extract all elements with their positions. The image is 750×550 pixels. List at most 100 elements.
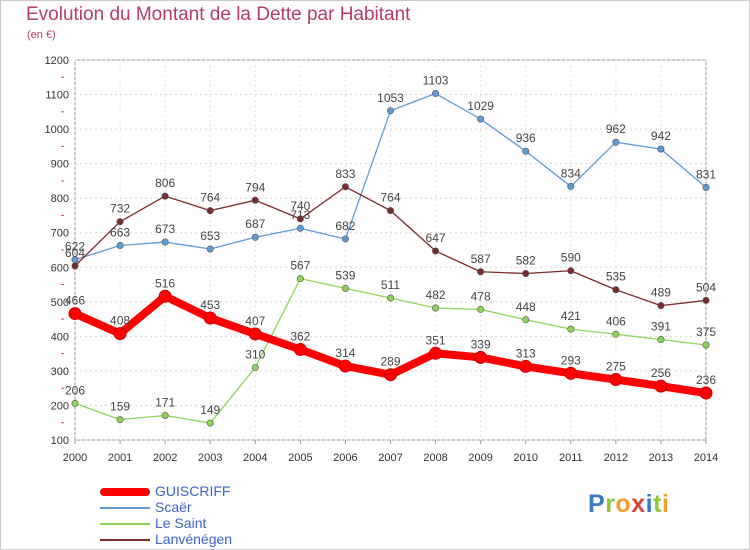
data-point — [432, 304, 440, 312]
logo-letter: i — [645, 490, 654, 518]
y-tick-label: 1100 — [45, 90, 69, 102]
data-label: 406 — [606, 314, 626, 328]
logo-letter: P — [588, 490, 606, 518]
data-label: 289 — [380, 355, 400, 369]
data-label: 673 — [155, 222, 175, 236]
data-label: 567 — [290, 259, 310, 273]
legend-label: Scaër — [155, 499, 192, 515]
x-tick-label: 2000 — [63, 452, 87, 464]
logo-letter: r — [605, 490, 616, 518]
data-point — [612, 330, 620, 338]
data-point — [386, 107, 394, 115]
data-point — [116, 242, 124, 250]
data-label: 408 — [110, 314, 130, 328]
data-label: 391 — [651, 319, 671, 333]
data-label: 511 — [381, 278, 400, 292]
data-point — [702, 341, 710, 349]
data-label: 310 — [245, 347, 265, 361]
legend-label: Lanvénégen — [155, 531, 233, 547]
data-label: 834 — [561, 166, 581, 180]
data-label: 590 — [561, 251, 581, 265]
data-label: 622 — [65, 240, 85, 254]
data-label: 682 — [335, 219, 355, 233]
data-label: 535 — [606, 270, 626, 284]
logo-letter: t — [653, 490, 662, 518]
data-label: 936 — [516, 131, 536, 145]
data-point — [567, 267, 575, 275]
data-point — [699, 386, 713, 400]
data-point — [522, 147, 530, 155]
legend-label: Le Saint — [155, 515, 207, 531]
data-label: 1029 — [467, 99, 494, 113]
data-label: 466 — [65, 294, 85, 308]
data-point — [296, 215, 304, 223]
x-tick-label: 2010 — [513, 452, 537, 464]
x-tick-label: 2002 — [153, 452, 177, 464]
x-tick-label: 2006 — [333, 452, 357, 464]
data-label: 663 — [110, 226, 130, 240]
x-tick-label: 2001 — [108, 452, 132, 464]
data-point — [161, 238, 169, 246]
data-label: 732 — [110, 202, 130, 216]
data-label: 764 — [380, 191, 400, 205]
data-point — [429, 346, 443, 360]
data-point — [71, 262, 79, 270]
data-label: 962 — [606, 122, 626, 136]
data-point — [702, 296, 710, 304]
data-point — [567, 325, 575, 333]
data-label: 489 — [651, 286, 671, 300]
data-point — [477, 115, 485, 123]
data-label: 236 — [696, 373, 716, 387]
data-point — [432, 90, 440, 98]
chart-title: Evolution du Montant de la Dette par Hab… — [26, 4, 411, 25]
data-point — [68, 307, 82, 321]
data-label: 293 — [561, 353, 581, 367]
data-label: 713 — [290, 208, 310, 222]
data-label: 687 — [245, 217, 265, 231]
y-tick-label: 400 — [51, 331, 69, 343]
y-tick-label: 1200 — [45, 55, 69, 67]
data-point — [654, 379, 668, 393]
data-label: 516 — [155, 276, 175, 290]
x-tick-label: 2014 — [694, 452, 718, 464]
data-label: 806 — [155, 176, 175, 190]
data-label: 314 — [335, 346, 355, 360]
data-label: 351 — [426, 333, 446, 347]
data-label: 740 — [290, 199, 310, 213]
data-point — [477, 305, 485, 313]
data-label: 764 — [200, 191, 220, 205]
data-label: 653 — [200, 229, 220, 243]
data-point — [386, 207, 394, 215]
data-label: 587 — [471, 252, 491, 266]
data-label: 582 — [516, 253, 536, 267]
data-point — [161, 411, 169, 419]
y-tick-label: 100 — [51, 435, 69, 447]
logo-letter: x — [631, 490, 646, 518]
data-point — [206, 207, 214, 215]
data-point — [474, 350, 488, 364]
data-point — [657, 335, 665, 343]
data-label: 256 — [651, 366, 671, 380]
logo-letter: i — [661, 490, 670, 518]
data-point — [612, 286, 620, 294]
data-point — [341, 284, 349, 292]
legend-label: GUISCRIFF — [155, 483, 231, 499]
x-tick-label: 2007 — [378, 452, 402, 464]
y-tick-label: 200 — [51, 400, 69, 412]
data-point — [341, 235, 349, 243]
data-label: 448 — [516, 300, 536, 314]
data-point — [71, 399, 79, 407]
data-point — [612, 138, 620, 146]
data-point — [519, 359, 533, 373]
data-label: 942 — [651, 129, 671, 143]
data-label: 604 — [65, 246, 85, 260]
data-point — [248, 327, 262, 341]
data-point — [522, 269, 530, 277]
data-label: 275 — [606, 360, 626, 374]
data-point — [293, 342, 307, 356]
data-point — [567, 182, 575, 190]
data-point — [296, 224, 304, 232]
data-point — [251, 363, 259, 371]
